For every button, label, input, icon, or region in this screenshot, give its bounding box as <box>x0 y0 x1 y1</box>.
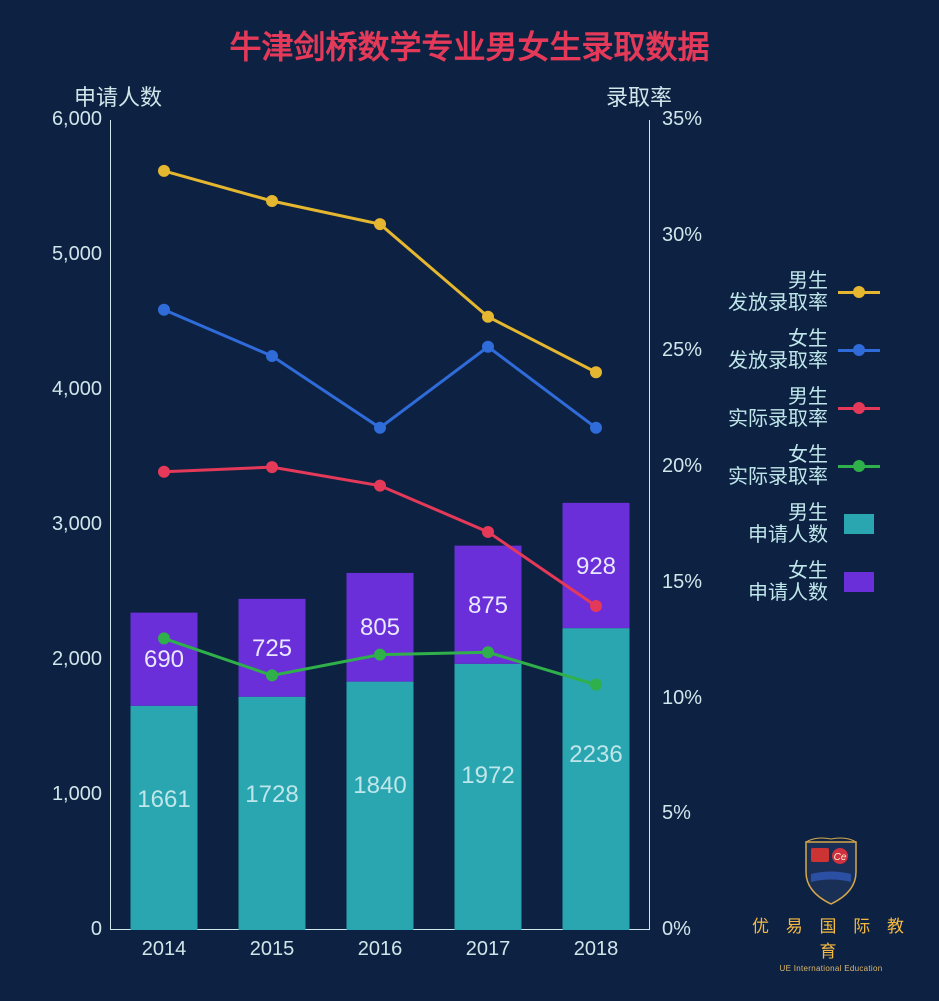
legend-label: 女生实际录取率 <box>710 444 828 488</box>
line-female-offer-marker <box>590 422 602 434</box>
brand-name-cn: 优 易 国 际 教 育 <box>751 912 911 962</box>
y-left-tick: 3,000 <box>32 513 102 536</box>
legend-female-offer: 女生发放录取率 <box>710 328 930 372</box>
plot-area <box>110 120 650 930</box>
x-tick: 2015 <box>222 938 322 961</box>
bar-male <box>131 706 198 930</box>
line-female-actual-marker <box>590 679 602 691</box>
line-female-actual-marker <box>266 669 278 681</box>
bar-female <box>239 599 306 697</box>
bar-female <box>347 573 414 682</box>
line-marker-icon <box>838 349 880 352</box>
line-female-actual-marker <box>158 632 170 644</box>
bar-male <box>347 682 414 930</box>
legend: 男生发放录取率女生发放录取率男生实际录取率女生实际录取率男生申请人数女生申请人数 <box>710 270 930 618</box>
line-female-actual-marker <box>482 646 494 658</box>
brand-logo: Ce 优 易 国 际 教 育 UE International Educatio… <box>751 834 911 973</box>
y-right-tick: 30% <box>662 224 722 247</box>
line-female-offer-marker <box>266 350 278 362</box>
x-tick: 2014 <box>114 938 214 961</box>
legend-label: 男生发放录取率 <box>710 270 828 314</box>
line-female-offer-marker <box>158 304 170 316</box>
brand-name-en: UE International Education <box>751 964 911 973</box>
line-male-actual-marker <box>158 466 170 478</box>
line-marker-icon <box>838 407 880 410</box>
legend-label: 男生实际录取率 <box>710 386 828 430</box>
legend-male-actual: 男生实际录取率 <box>710 386 930 430</box>
bar-male <box>455 664 522 930</box>
y-right-tick: 35% <box>662 108 722 131</box>
legend-male-offer: 男生发放录取率 <box>710 270 930 314</box>
bar-male <box>239 697 306 930</box>
line-male-offer-marker <box>374 218 386 230</box>
bar-male <box>563 628 630 930</box>
line-male-offer-marker <box>590 366 602 378</box>
line-marker-icon <box>838 465 880 468</box>
line-female-offer-marker <box>374 422 386 434</box>
x-tick: 2017 <box>438 938 538 961</box>
y-left-tick: 2,000 <box>32 648 102 671</box>
line-female-actual-marker <box>374 649 386 661</box>
line-male-actual-marker <box>374 480 386 492</box>
y-left-tick: 0 <box>32 918 102 941</box>
line-female-offer <box>164 310 596 428</box>
y-left-tick: 4,000 <box>32 378 102 401</box>
legend-female-actual: 女生实际录取率 <box>710 444 930 488</box>
plot-svg <box>110 120 650 930</box>
legend-bar-male: 男生申请人数 <box>710 502 930 546</box>
square-marker-icon <box>838 572 880 592</box>
y-right-tick: 5% <box>662 802 722 825</box>
line-male-actual-marker <box>266 461 278 473</box>
legend-label: 女生申请人数 <box>710 560 828 604</box>
y-left-tick: 5,000 <box>32 243 102 266</box>
y-right-tick: 0% <box>662 918 722 941</box>
shield-icon: Ce <box>801 834 861 906</box>
legend-label: 男生申请人数 <box>710 502 828 546</box>
x-tick: 2018 <box>546 938 646 961</box>
y-right-tick: 10% <box>662 687 722 710</box>
line-male-actual-marker <box>590 600 602 612</box>
bar-female <box>131 613 198 706</box>
x-tick: 2016 <box>330 938 430 961</box>
line-male-offer-marker <box>158 165 170 177</box>
square-marker-icon <box>838 514 880 534</box>
y-left-tick: 6,000 <box>32 108 102 131</box>
line-male-offer-marker <box>482 311 494 323</box>
bar-female <box>455 546 522 664</box>
svg-text:Ce: Ce <box>834 852 847 863</box>
line-female-offer-marker <box>482 341 494 353</box>
line-marker-icon <box>838 291 880 294</box>
legend-label: 女生发放录取率 <box>710 328 828 372</box>
y-left-tick: 1,000 <box>32 783 102 806</box>
line-male-actual-marker <box>482 526 494 538</box>
legend-bar-female: 女生申请人数 <box>710 560 930 604</box>
line-male-offer-marker <box>266 195 278 207</box>
line-male-offer <box>164 171 596 372</box>
chart-title: 牛津剑桥数学专业男女生录取数据 <box>0 0 939 68</box>
